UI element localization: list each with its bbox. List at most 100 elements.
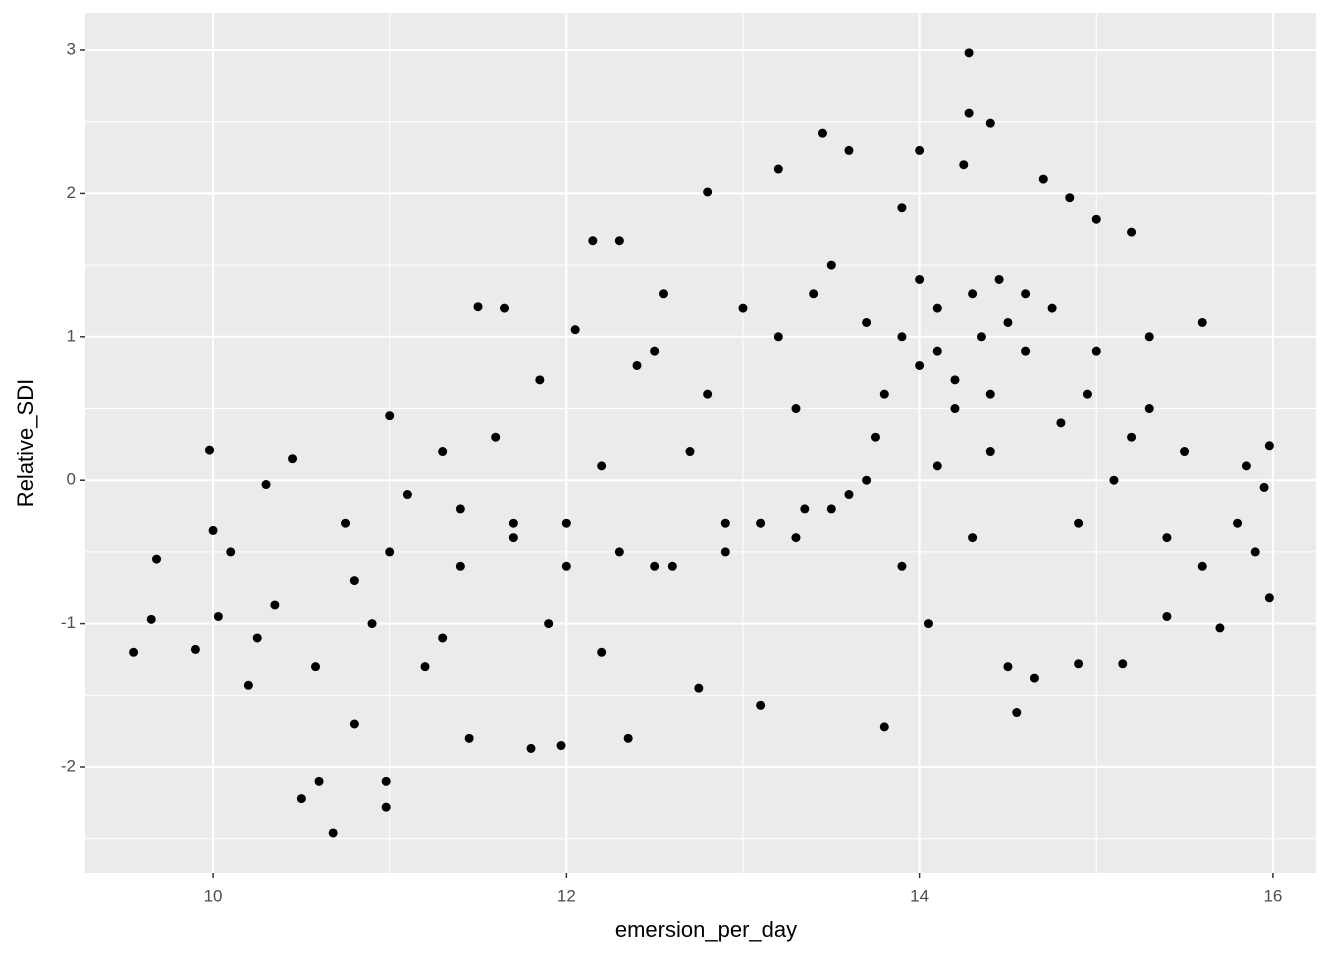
point [632,360,642,370]
plot-panel [85,13,1316,873]
point [976,332,986,342]
point [817,128,827,138]
point [791,533,801,543]
point [720,518,730,528]
point [703,389,713,399]
point [844,145,854,155]
point [341,518,351,528]
point [1197,561,1207,571]
point [1127,432,1137,442]
point [438,447,448,457]
point [964,108,974,118]
point [1264,593,1274,603]
x-tick-label: 14 [910,886,929,905]
point [623,733,633,743]
point [402,490,412,500]
point [455,504,465,514]
point [296,794,306,804]
point [205,445,215,455]
point [1109,475,1119,485]
grid [85,13,1316,873]
point [526,743,536,753]
x-axis-title: emersion_per_day [615,917,797,942]
point [915,360,925,370]
point [1021,346,1031,356]
point [756,700,766,710]
point [862,475,872,485]
point [328,828,338,838]
point [1259,482,1269,492]
point [897,203,907,213]
point [381,802,391,812]
point [800,504,810,514]
point [826,260,836,270]
point [862,317,872,327]
point [1056,418,1066,428]
point [1003,317,1013,327]
point [658,289,668,299]
point [614,547,624,557]
point [879,389,889,399]
x-tick-label: 16 [1263,886,1282,905]
point [1038,174,1048,184]
point [1215,623,1225,633]
point [773,164,783,174]
point [420,662,430,672]
point [385,411,395,421]
point [650,561,660,571]
point [968,533,978,543]
points [129,48,1274,838]
point [1144,404,1154,414]
point [950,375,960,385]
point [923,619,933,629]
point [897,561,907,571]
point [146,614,156,624]
point [985,447,995,457]
point [1082,389,1092,399]
point [508,518,518,528]
point [311,662,321,672]
point [773,332,783,342]
point [809,289,819,299]
point [1021,289,1031,299]
point [561,561,571,571]
point [1241,461,1251,471]
point [243,680,253,690]
y-tick-label: 0 [67,470,76,489]
point [703,187,713,197]
point [650,346,660,356]
point [597,647,607,657]
point [252,633,262,643]
point [1144,332,1154,342]
point [994,274,1004,284]
point [1250,547,1260,557]
point [614,236,624,246]
y-tick-label: -1 [61,613,76,632]
point [570,325,580,335]
point [1003,662,1013,672]
point [932,346,942,356]
point [1091,214,1101,224]
point [385,547,395,557]
y-tick-label: -2 [61,757,76,776]
y-axis-title: Relative_SDI [13,379,38,507]
point [915,274,925,284]
point [213,611,223,621]
point [500,303,510,313]
point [844,490,854,500]
y-tick-label: 1 [67,326,76,345]
point [985,389,995,399]
point [491,432,501,442]
point [1029,673,1039,683]
point [1074,659,1084,669]
point [985,118,995,128]
point [1047,303,1057,313]
point [1162,533,1172,543]
point [226,547,236,557]
point [1127,227,1137,237]
point [897,332,907,342]
point [288,454,298,464]
point [685,447,695,457]
